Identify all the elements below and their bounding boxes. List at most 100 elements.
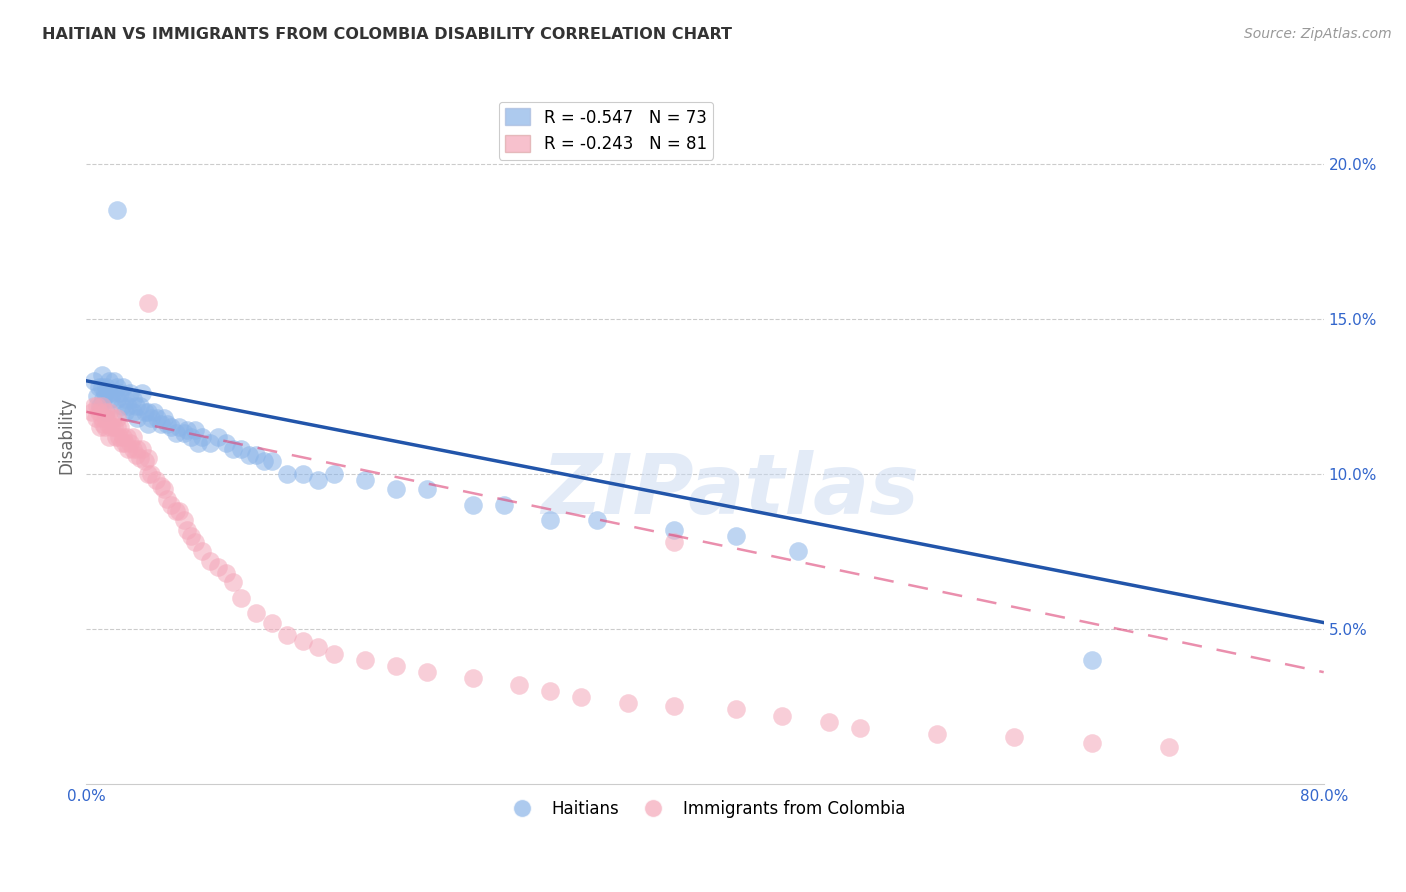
Point xyxy=(160,498,183,512)
Point xyxy=(1157,739,1180,754)
Point xyxy=(167,420,190,434)
Point xyxy=(87,405,110,419)
Point xyxy=(165,504,187,518)
Point xyxy=(180,429,202,443)
Point xyxy=(121,405,143,419)
Point xyxy=(114,405,136,419)
Point xyxy=(101,386,124,401)
Point xyxy=(90,368,112,382)
Point xyxy=(105,420,128,434)
Point xyxy=(94,405,117,419)
Text: ZIPatlas: ZIPatlas xyxy=(541,450,918,532)
Point xyxy=(105,380,128,394)
Point xyxy=(276,467,298,481)
Point xyxy=(569,690,592,704)
Point xyxy=(90,380,112,394)
Point xyxy=(183,424,205,438)
Point xyxy=(91,392,114,407)
Point xyxy=(100,392,122,407)
Point xyxy=(183,535,205,549)
Point xyxy=(129,399,152,413)
Point xyxy=(198,435,221,450)
Point xyxy=(89,420,111,434)
Point xyxy=(817,714,839,729)
Point xyxy=(245,448,267,462)
Point xyxy=(96,411,118,425)
Point xyxy=(86,389,108,403)
Point xyxy=(662,699,685,714)
Point xyxy=(322,647,344,661)
Point xyxy=(134,405,156,419)
Point xyxy=(127,411,149,425)
Point xyxy=(125,399,148,413)
Point xyxy=(118,386,141,401)
Point xyxy=(94,420,117,434)
Point xyxy=(136,417,159,432)
Point xyxy=(82,405,104,419)
Point xyxy=(87,380,110,394)
Point xyxy=(176,424,198,438)
Point xyxy=(198,553,221,567)
Point xyxy=(207,429,229,443)
Point xyxy=(160,420,183,434)
Point xyxy=(83,399,105,413)
Point xyxy=(143,405,166,419)
Point xyxy=(508,677,530,691)
Point xyxy=(291,634,314,648)
Point xyxy=(111,435,134,450)
Point xyxy=(121,392,143,407)
Point xyxy=(724,529,747,543)
Point xyxy=(117,399,139,413)
Point xyxy=(461,498,484,512)
Point xyxy=(149,479,172,493)
Point xyxy=(167,504,190,518)
Point xyxy=(86,399,108,413)
Point xyxy=(136,467,159,481)
Point xyxy=(585,513,607,527)
Point xyxy=(176,523,198,537)
Point xyxy=(136,296,159,310)
Point xyxy=(214,435,236,450)
Point xyxy=(222,575,245,590)
Point xyxy=(90,399,112,413)
Point xyxy=(307,473,329,487)
Point xyxy=(146,411,169,425)
Point xyxy=(83,374,105,388)
Point xyxy=(103,374,125,388)
Point xyxy=(384,483,406,497)
Point xyxy=(129,451,152,466)
Point xyxy=(1002,731,1025,745)
Text: Source: ZipAtlas.com: Source: ZipAtlas.com xyxy=(1244,27,1392,41)
Point xyxy=(105,411,128,425)
Point xyxy=(415,483,437,497)
Point xyxy=(131,386,153,401)
Point xyxy=(90,411,112,425)
Point xyxy=(307,640,329,655)
Point xyxy=(207,559,229,574)
Point xyxy=(84,411,107,425)
Point xyxy=(616,696,638,710)
Point xyxy=(131,442,153,456)
Point xyxy=(260,615,283,630)
Point xyxy=(141,411,163,425)
Point xyxy=(127,442,149,456)
Point xyxy=(538,683,561,698)
Point xyxy=(114,392,136,407)
Point xyxy=(724,702,747,716)
Point xyxy=(112,429,135,443)
Legend: Haitians, Immigrants from Colombia: Haitians, Immigrants from Colombia xyxy=(498,793,911,824)
Point xyxy=(104,429,127,443)
Point xyxy=(114,435,136,450)
Point xyxy=(322,467,344,481)
Point xyxy=(662,535,685,549)
Point xyxy=(105,203,128,218)
Text: HAITIAN VS IMMIGRANTS FROM COLOMBIA DISABILITY CORRELATION CHART: HAITIAN VS IMMIGRANTS FROM COLOMBIA DISA… xyxy=(42,27,733,42)
Point xyxy=(89,399,111,413)
Point xyxy=(145,473,167,487)
Point xyxy=(97,417,120,432)
Point xyxy=(276,628,298,642)
Point xyxy=(98,429,121,443)
Point xyxy=(538,513,561,527)
Point xyxy=(98,374,121,388)
Point xyxy=(107,429,129,443)
